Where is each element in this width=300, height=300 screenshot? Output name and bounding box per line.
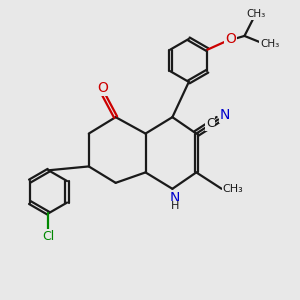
Text: O: O bbox=[98, 81, 109, 95]
Text: N: N bbox=[220, 108, 230, 122]
Text: CH₃: CH₃ bbox=[246, 9, 266, 19]
Text: C: C bbox=[206, 117, 214, 130]
Text: O: O bbox=[225, 32, 236, 46]
Text: CH₃: CH₃ bbox=[260, 39, 279, 49]
Text: H: H bbox=[171, 201, 179, 211]
Text: N: N bbox=[169, 191, 180, 205]
Text: CH₃: CH₃ bbox=[223, 184, 243, 194]
Text: Cl: Cl bbox=[42, 230, 55, 243]
